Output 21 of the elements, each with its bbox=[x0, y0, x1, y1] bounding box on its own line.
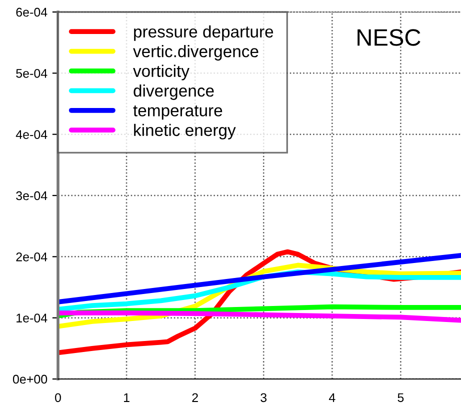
legend-label: vorticity bbox=[133, 64, 190, 80]
legend-label: divergence bbox=[134, 84, 214, 100]
x-tick-label: 2 bbox=[192, 393, 198, 402]
x-tick-label: 5 bbox=[398, 393, 404, 402]
x-tick-label: 0 bbox=[55, 393, 61, 402]
x-tick-label: 3 bbox=[260, 393, 267, 402]
y-tick-label: 0e+00 bbox=[12, 374, 48, 384]
x-tick-label: 4 bbox=[328, 393, 336, 402]
legend-label: kinetic energy bbox=[134, 124, 236, 140]
y-tick-label: 1e-04 bbox=[16, 314, 48, 322]
legend-label: vertic.divergence bbox=[133, 45, 258, 61]
line-series bbox=[58, 310, 461, 323]
y-tick-label: 4e-04 bbox=[16, 130, 48, 139]
legend-label: temperature bbox=[133, 105, 222, 120]
y-tick-label: 5e-04 bbox=[16, 68, 48, 78]
legend-label: pressure departure bbox=[134, 25, 274, 41]
x-tick-label: 1 bbox=[124, 393, 130, 402]
y-tick-label: 2e-04 bbox=[16, 252, 48, 262]
y-tick-label: 6e-04 bbox=[16, 8, 48, 17]
annotation: NESC bbox=[358, 29, 420, 46]
y-tick-label: 3e-04 bbox=[16, 191, 48, 200]
